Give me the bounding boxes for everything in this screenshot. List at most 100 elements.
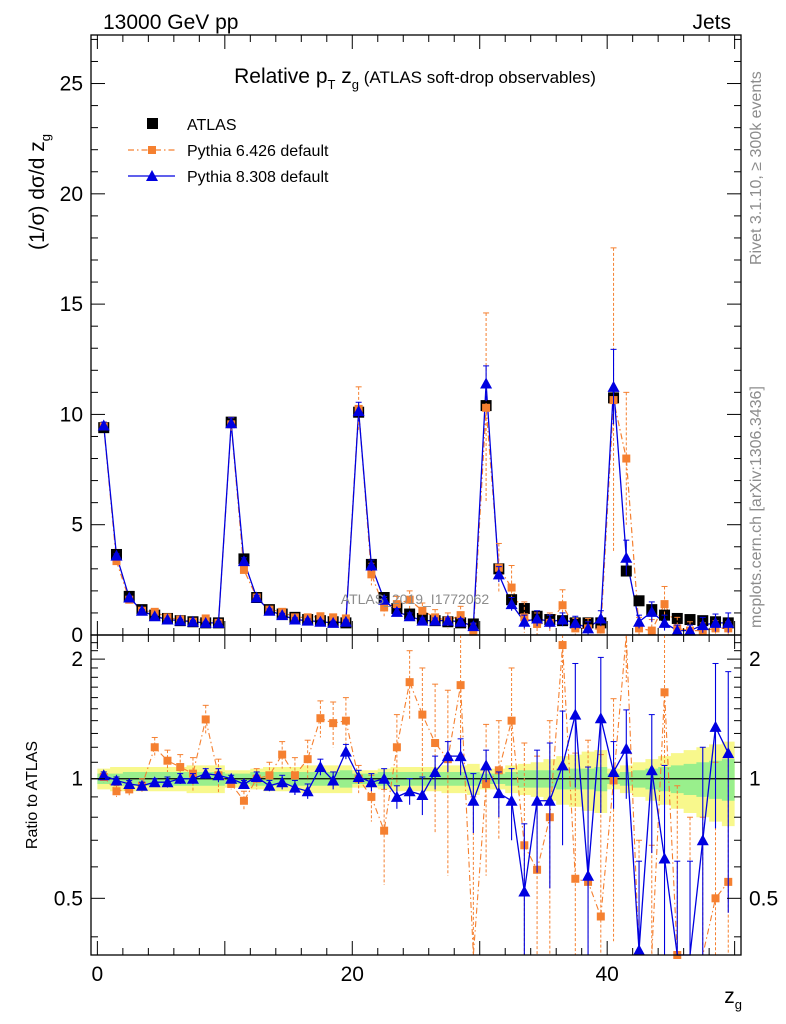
main-y-tick-label: 0 <box>71 624 83 647</box>
pythia6-point <box>622 454 631 463</box>
pythia8-point <box>492 568 505 580</box>
pythia6-point <box>660 600 669 609</box>
ratio-y-tick-label: 0.5 <box>54 887 83 910</box>
main-y-tick-label: 15 <box>60 293 83 316</box>
pythia8-point <box>276 609 289 621</box>
pythia8-point <box>97 419 110 431</box>
analysis-watermark: ATLAS_2019_I1772062 <box>341 591 490 607</box>
ratio-pythia6-point <box>711 894 720 903</box>
pythia8-point <box>135 604 148 616</box>
ratio-pythia6-point <box>265 771 274 780</box>
main-y-tick-label: 10 <box>60 403 83 426</box>
pythia8-point <box>671 624 684 636</box>
legend-marker-atlas <box>147 118 158 129</box>
legend-item-pythia8: Pythia 8.308 default <box>128 169 329 186</box>
ratio-pythia8-point <box>531 794 544 806</box>
pythia6-point <box>647 626 656 635</box>
ratio-pythia8-point <box>110 774 123 786</box>
ratio-pythia6-point <box>392 743 401 752</box>
x-axis-label-main: z <box>724 985 735 1008</box>
ratio-pythia8-point <box>658 852 671 864</box>
ratio-pythia8-point <box>416 788 429 800</box>
ratio-pythia6-point <box>227 779 236 788</box>
pythia8-point <box>645 605 658 617</box>
ratio-pythia8-point <box>582 869 595 881</box>
ratio-pythia8-point <box>429 765 442 777</box>
ratio-pythia8-point <box>174 772 187 784</box>
ratio-pythia6-point <box>201 715 210 724</box>
ratio-pythia8-point <box>225 772 238 784</box>
ratio-pythia8-point <box>569 708 582 720</box>
pythia8-point <box>429 614 442 626</box>
plot-title-rest: (ATLAS soft-drop observables) <box>359 68 596 87</box>
ratio-pythia6-point <box>125 785 134 794</box>
x-tick-label: 20 <box>341 963 364 986</box>
ratio-pythia6-point <box>367 792 376 801</box>
ratio-axis-ticks: 0.5 0.51 12 20 20 40 <box>54 635 778 986</box>
mcplots-reference-label: mcplots.cern.ch [arXiv:1306.3436] <box>748 386 765 628</box>
ratio-pythia8-point <box>148 776 161 788</box>
ratio-pythia8-point <box>505 794 518 806</box>
pythia8-point <box>441 614 454 626</box>
header-right: Jets <box>692 11 731 34</box>
pythia8-point <box>327 616 340 628</box>
ratio-pythia6-point <box>431 738 440 747</box>
ratio-pythia6-point <box>380 826 389 835</box>
pythia8-point <box>696 619 709 631</box>
ratio-pythia8-point <box>594 712 607 724</box>
x-axis-label-sub: g <box>735 997 742 1012</box>
pythia8-point <box>148 610 161 622</box>
pythia6-point <box>112 557 121 566</box>
ratio-pythia6-point <box>316 714 325 723</box>
legend-label-pythia6: Pythia 6.426 default <box>187 143 329 160</box>
x-tick-label: 40 <box>595 963 618 986</box>
pythia6-point <box>367 570 376 579</box>
pythia6-point <box>456 611 465 620</box>
ratio-pythia8-point <box>237 777 250 789</box>
ratio-pythia8-point <box>186 772 199 784</box>
ratio-pythia6-point <box>163 756 172 765</box>
ratio-y-tick-label-right: 1 <box>749 768 761 791</box>
ratio-pythia8-point <box>454 750 467 762</box>
pythia8-point <box>582 622 595 634</box>
ratio-pythia6-point <box>150 743 159 752</box>
pythia8-point <box>339 615 352 627</box>
ratio-pythia6-point <box>290 771 299 780</box>
ratio-y-tick-label-right: 0.5 <box>749 887 778 910</box>
ratio-data-layer <box>91 634 741 959</box>
pythia8-point <box>186 615 199 627</box>
ratio-pythia8-point <box>607 765 620 777</box>
main-y-tick-label: 5 <box>71 514 83 537</box>
ratio-pythia8-point <box>620 742 633 754</box>
pythia8-point <box>607 380 620 392</box>
ratio-y-tick-label: 2 <box>71 648 83 671</box>
ratio-pythia8-point <box>633 944 646 956</box>
plot-title-sub-g: g <box>352 77 359 92</box>
pythia6-point <box>507 583 516 592</box>
pythia8-point <box>161 613 174 625</box>
pythia8-point <box>709 616 722 628</box>
ratio-plot-panel: 0.5 0.51 12 20 20 40 Ratio to ATLAS zg <box>24 634 778 1012</box>
ratio-pythia8-point <box>327 774 340 786</box>
ratio-pythia6-point <box>558 641 567 650</box>
ratio-pythia6-point <box>507 716 516 725</box>
ratio-pythia8-point <box>135 779 148 791</box>
legend: ATLAS Pythia 6.426 default Pythia 8.308 … <box>128 117 329 186</box>
ratio-pythia8-point <box>314 761 327 773</box>
ratio-y-tick-label: 1 <box>71 768 83 791</box>
legend-item-pythia6: Pythia 6.426 default <box>128 143 329 160</box>
legend-item-atlas: ATLAS <box>147 117 237 134</box>
ratio-pythia6-point <box>239 796 248 805</box>
atlas-point <box>633 595 645 607</box>
ratio-pythia8-point <box>480 759 493 771</box>
pythia8-point <box>123 591 136 603</box>
pythia8-point <box>684 624 697 636</box>
ratio-pythia8-point <box>722 747 735 759</box>
pythia8-point <box>199 616 212 628</box>
ratio-pythia8-point <box>556 759 569 771</box>
main-y-axis-label-main: (1/σ) dσ/d z <box>26 141 49 250</box>
ratio-pythia8-point <box>288 781 301 793</box>
ratio-pythia8-point <box>161 776 174 788</box>
pythia6-point <box>482 403 491 412</box>
